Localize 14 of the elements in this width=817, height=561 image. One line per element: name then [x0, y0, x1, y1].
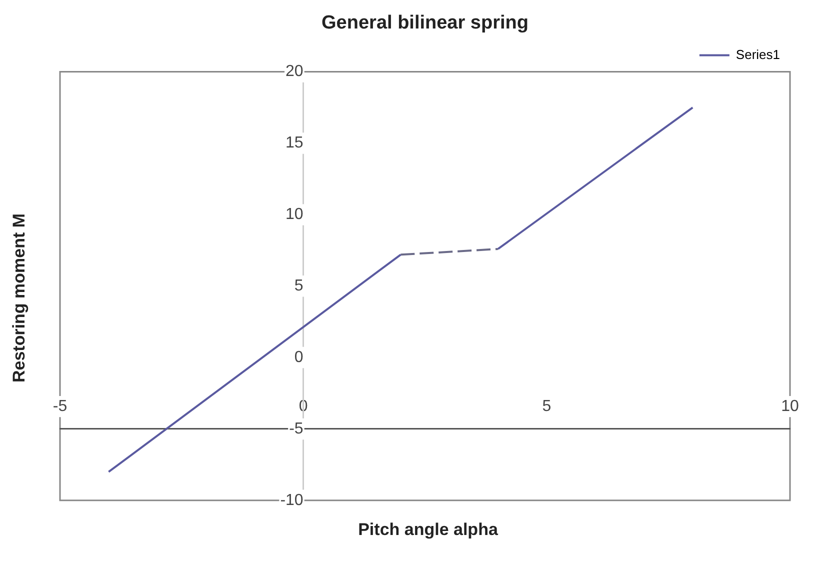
x-tick-label: 5 [542, 398, 552, 415]
y-axis-title: Restoring moment M [10, 213, 30, 383]
y-tick-label: 5 [294, 278, 304, 295]
y-tick-label: 10 [286, 206, 304, 224]
x-axis-title: Pitch angle alpha [357, 520, 499, 540]
y-tick-label: -10 [280, 492, 304, 509]
y-tick-label: -5 [289, 420, 304, 438]
x-tick-label: 10 [781, 398, 799, 415]
legend-label: Series1 [736, 46, 780, 62]
y-tick-label: 0 [294, 348, 304, 366]
x-tick-label: -5 [52, 398, 68, 415]
y-tick-label: 15 [286, 134, 304, 152]
chart-title: General bilinear spring [322, 12, 528, 34]
y-tick-label: 20 [286, 63, 304, 80]
